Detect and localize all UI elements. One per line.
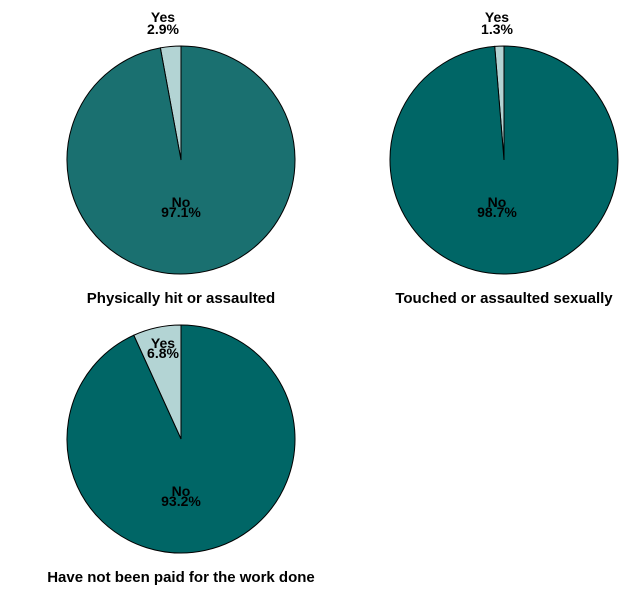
slice-value-no: 93.2%: [161, 493, 201, 509]
pie-slice-no: [66, 324, 296, 554]
slice-label-yes: Yes: [485, 9, 509, 25]
slice-value-yes: 1.3%: [481, 21, 513, 37]
pie-slice-no: [389, 45, 619, 275]
slice-value-no: 98.7%: [477, 204, 517, 220]
slice-value-yes: 2.9%: [147, 21, 179, 37]
pie-title: Physically hit or assaulted: [87, 290, 275, 307]
slice-value-no: 97.1%: [161, 204, 201, 220]
pie-title: Touched or assaulted sexually: [395, 290, 613, 307]
slice-label-no: No: [172, 194, 191, 210]
pie-title: Have not been paid for the work done: [47, 569, 315, 586]
slice-label-no: No: [172, 483, 191, 499]
slice-value-yes: 6.8%: [147, 345, 179, 361]
slice-label-no: No: [488, 194, 507, 210]
slice-label-yes: Yes: [151, 335, 175, 351]
slice-label-yes: Yes: [151, 9, 175, 25]
pie-slice-no: [66, 45, 296, 275]
